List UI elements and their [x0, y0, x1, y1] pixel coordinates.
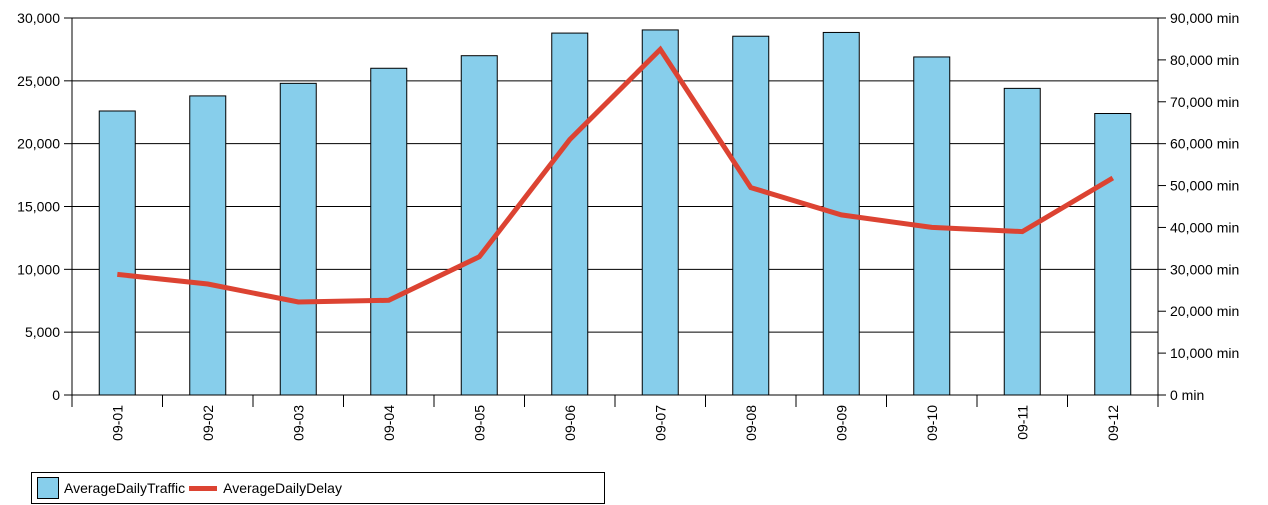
series-line-delay [117, 45, 1115, 305]
x-tick-label: 09-11 [1014, 405, 1030, 440]
y-right-tick-label: 0 min [1170, 387, 1204, 403]
y-right-tick-label: 50,000 min [1170, 178, 1239, 194]
chart: 0 5,000 10,000 15,000 20,000 25,000 30,000 0 mi… [17, 10, 1239, 441]
y-right-tick-label: 10,000 min [1170, 345, 1239, 361]
x-tick-label: 09-01 [109, 405, 125, 441]
bar [98, 110, 136, 396]
legend-swatch-delay [189, 485, 218, 491]
x-tick-label: 09-03 [290, 405, 306, 441]
bar [732, 35, 770, 396]
y-left-tick-label: 15,000 [17, 199, 60, 215]
bar [460, 55, 498, 396]
y-right-tick-label: 20,000 min [1170, 303, 1239, 319]
bar [1003, 87, 1041, 396]
x-tick-label: 09-05 [471, 405, 487, 441]
y-right-tick-label: 60,000 min [1170, 136, 1239, 152]
bar [641, 29, 679, 396]
bar [370, 67, 408, 396]
legend-label-delay: AverageDailyDelay [223, 480, 342, 496]
y-left-tick-label: 30,000 [17, 10, 60, 26]
bar [1094, 113, 1132, 396]
y-right-tick-label: 90,000 min [1170, 10, 1239, 26]
x-tick-label: 09-02 [200, 405, 216, 441]
x-tick-label: 09-04 [381, 405, 397, 441]
bar [551, 32, 589, 396]
legend-swatch-traffic [37, 477, 59, 499]
y-right-tick-label: 30,000 min [1170, 261, 1239, 277]
y-right-tick-label: 80,000 min [1170, 52, 1239, 68]
y-right-tick-label: 40,000 min [1170, 219, 1239, 235]
y-right-tick-label: 70,000 min [1170, 94, 1239, 110]
y-left-tick-label: 5,000 [25, 324, 60, 340]
x-tick-label: 09-08 [743, 405, 759, 441]
y-left-tick-label: 0 [52, 387, 60, 403]
x-tick-label: 09-09 [833, 405, 849, 441]
x-tick-label: 09-07 [652, 405, 668, 441]
x-tick-label: 09-06 [562, 405, 578, 441]
x-tick-label: 09-10 [924, 405, 940, 441]
y-left-tick-label: 25,000 [17, 73, 60, 89]
x-tick-label: 09-12 [1105, 405, 1121, 441]
y-left-tick-label: 20,000 [17, 136, 60, 152]
legend-label-traffic: AverageDailyTraffic [64, 480, 186, 496]
bar [189, 95, 227, 396]
legend: AverageDailyTraffic AverageDailyDelay [31, 472, 605, 504]
bar [279, 82, 317, 396]
y-left-tick-label: 10,000 [17, 261, 60, 277]
